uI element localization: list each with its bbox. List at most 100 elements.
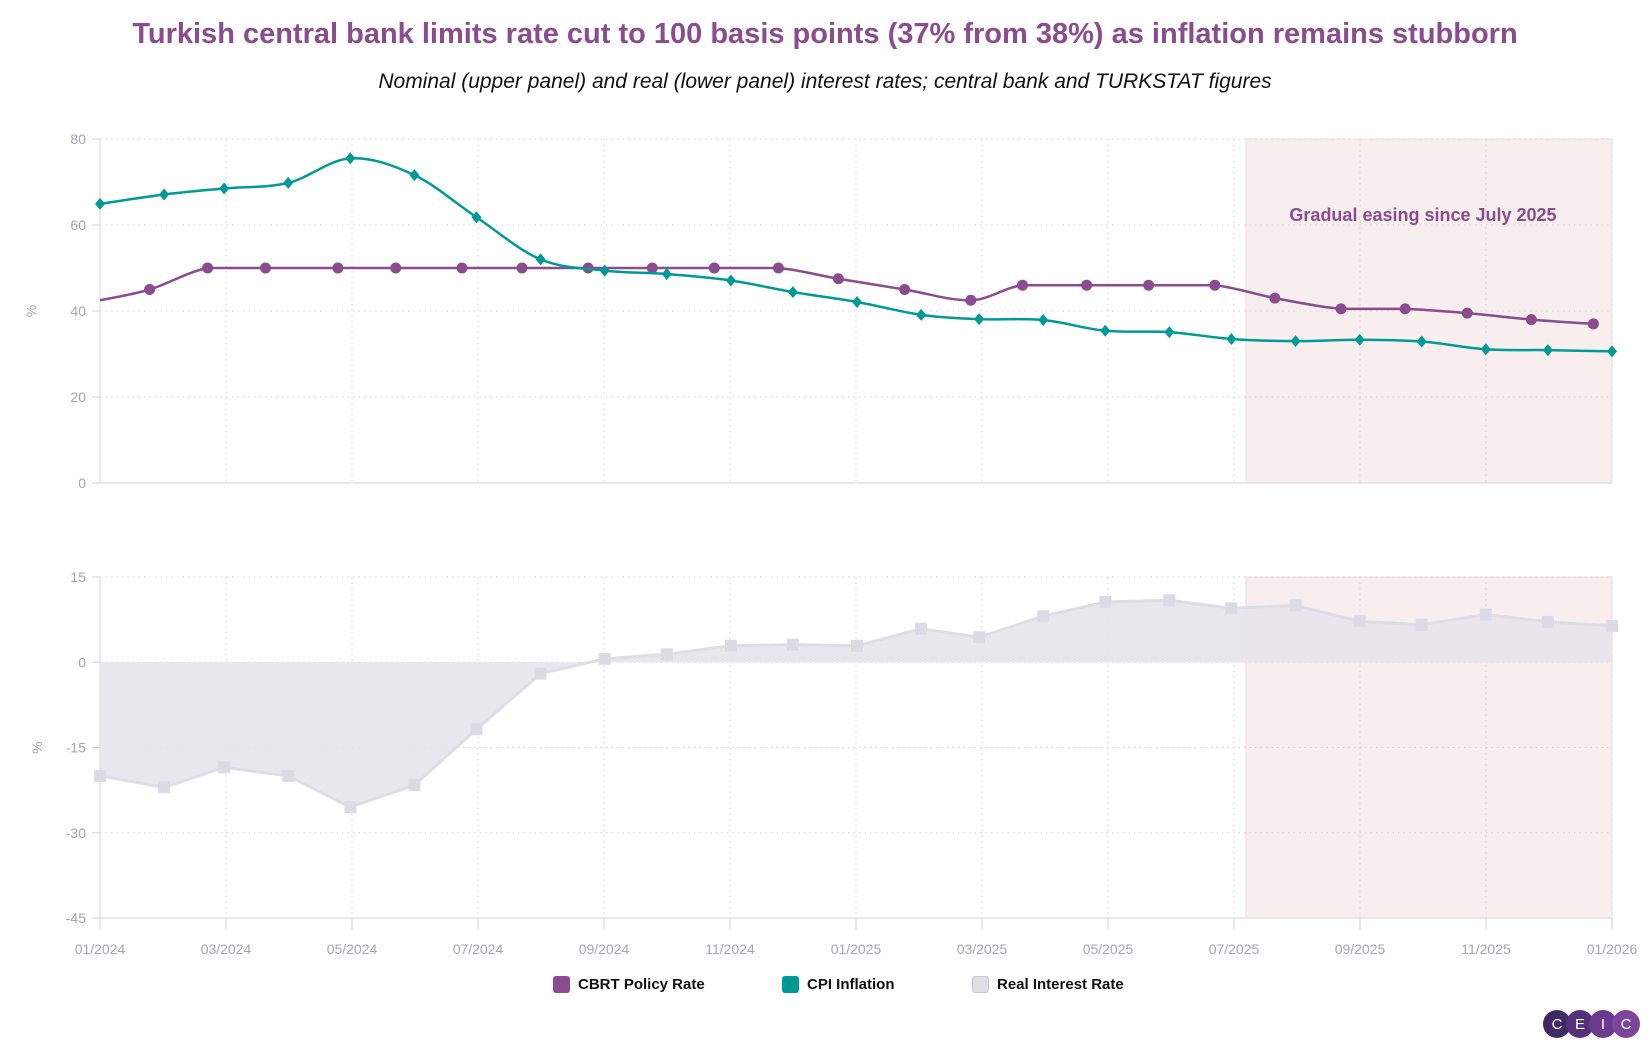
data-point-diamond <box>599 264 610 277</box>
data-point-diamond <box>1164 326 1175 339</box>
y-tick-label: -30 <box>66 825 86 841</box>
data-point-square <box>470 723 483 736</box>
series-cpi-inflation <box>95 152 1617 358</box>
x-tick-label: 05/2024 <box>327 941 378 957</box>
data-point-circle <box>390 262 402 274</box>
data-point-square <box>598 652 611 665</box>
data-point-circle <box>259 262 271 274</box>
x-tick-label: 01/2024 <box>75 941 126 957</box>
data-point-diamond <box>1226 332 1237 345</box>
legend-item-policy-rate[interactable]: CBRT Policy Rate <box>553 976 705 993</box>
x-tick-label: 03/2024 <box>201 941 252 957</box>
data-point-circle <box>1017 279 1029 291</box>
data-point-circle <box>332 262 344 274</box>
y-tick-label: 80 <box>70 131 86 147</box>
data-point-square <box>1289 599 1302 612</box>
data-point-square <box>851 639 864 652</box>
legend-label: CPI Inflation <box>807 976 895 993</box>
data-point-square <box>1606 619 1618 632</box>
data-point-circle <box>456 262 468 274</box>
data-point-diamond <box>661 268 672 281</box>
data-point-diamond <box>1290 335 1301 348</box>
x-tick-label: 07/2024 <box>453 941 504 957</box>
data-point-diamond <box>409 169 420 182</box>
x-tick-label: 03/2025 <box>957 941 1008 957</box>
x-tick-label: 01/2025 <box>831 941 882 957</box>
legend-swatch <box>782 976 799 993</box>
y-axis-label: % <box>29 741 45 753</box>
data-point-square <box>915 622 928 635</box>
data-point-circle <box>1269 292 1281 304</box>
data-point-circle <box>1081 279 1093 291</box>
data-point-diamond <box>916 308 927 321</box>
data-point-circle <box>1587 318 1599 330</box>
legend-item-real-interest-rate[interactable]: Real Interest Rate <box>972 976 1124 993</box>
data-point-diamond <box>535 253 546 266</box>
data-point-circle <box>708 262 720 274</box>
legend-label: Real Interest Rate <box>997 976 1124 993</box>
y-tick-label: -15 <box>66 740 86 756</box>
legend-swatch <box>972 976 989 993</box>
y-tick-label: 40 <box>70 303 86 319</box>
ceic-logo: C E I C <box>1543 1010 1640 1038</box>
data-point-circle <box>1461 307 1473 319</box>
data-point-circle <box>1143 279 1155 291</box>
area-fill <box>100 600 1612 808</box>
data-point-square <box>408 779 421 792</box>
data-point-square <box>1225 602 1238 615</box>
data-point-diamond <box>974 313 985 326</box>
data-point-diamond <box>1038 314 1049 327</box>
legend-swatch <box>553 976 570 993</box>
data-point-circle <box>832 273 844 285</box>
data-point-diamond <box>1542 344 1553 357</box>
data-point-diamond <box>471 211 482 224</box>
data-point-square <box>282 769 295 782</box>
y-tick-label: 60 <box>70 217 86 233</box>
data-point-square <box>218 761 231 774</box>
x-tick-label: 05/2025 <box>1083 941 1134 957</box>
data-point-square <box>1479 608 1492 621</box>
data-point-circle <box>1335 303 1347 315</box>
data-point-circle <box>899 284 911 295</box>
data-point-square <box>786 638 799 651</box>
logo-letter: C <box>1612 1010 1640 1038</box>
data-point-circle <box>202 262 214 274</box>
data-point-circle <box>144 284 156 295</box>
data-point-diamond <box>95 197 105 210</box>
data-point-square <box>1037 610 1050 623</box>
legend-item-cpi-inflation[interactable]: CPI Inflation <box>782 976 895 993</box>
series-real-interest-rate <box>94 594 1618 814</box>
data-point-circle <box>646 262 658 274</box>
data-point-diamond <box>1607 345 1617 358</box>
data-point-diamond <box>283 176 294 189</box>
data-point-square <box>534 667 547 680</box>
y-tick-label: 0 <box>78 475 86 491</box>
data-point-square <box>158 781 171 794</box>
data-point-circle <box>772 262 784 274</box>
data-point-circle <box>1209 279 1221 291</box>
y-tick-label: 20 <box>70 389 86 405</box>
data-point-diamond <box>1354 333 1365 346</box>
y-axis-label: % <box>23 305 39 317</box>
chart-title: Turkish central bank limits rate cut to … <box>132 18 1518 50</box>
x-tick-label: 01/2026 <box>1587 941 1638 957</box>
legend-label: CBRT Policy Rate <box>578 976 705 993</box>
data-point-square <box>1163 594 1176 607</box>
data-point-diamond <box>1416 335 1427 348</box>
data-point-circle <box>1399 303 1411 315</box>
data-point-diamond <box>787 286 798 299</box>
data-point-diamond <box>159 188 170 201</box>
data-point-diamond <box>1480 343 1491 356</box>
x-tick-label: 07/2025 <box>1209 941 1260 957</box>
data-point-square <box>344 801 357 814</box>
data-point-circle <box>516 262 528 274</box>
data-point-square <box>1541 615 1554 628</box>
y-tick-label: 0 <box>78 654 86 670</box>
data-point-circle <box>1525 314 1537 326</box>
annotation-label: Gradual easing since July 2025 <box>1289 205 1556 225</box>
series-cbrt-policy-rate <box>99 262 1599 330</box>
x-tick-label: 09/2025 <box>1335 941 1386 957</box>
data-point-square <box>94 769 106 782</box>
data-point-square <box>1353 615 1366 628</box>
